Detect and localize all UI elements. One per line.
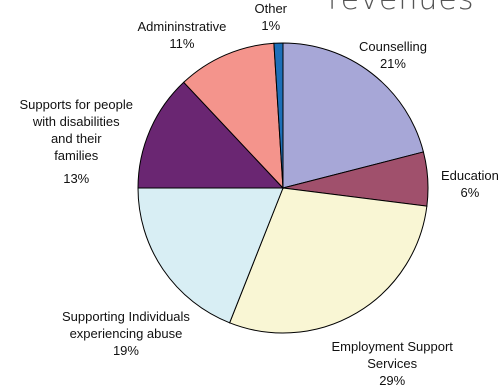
slice-label-text: Employment Support bbox=[331, 339, 453, 354]
pie-slice-other bbox=[273, 42, 284, 189]
pie-slice-admininstrative bbox=[183, 42, 284, 190]
pie-slice-counselling bbox=[282, 42, 425, 189]
slice-label: Admininstrative 11% bbox=[138, 18, 227, 52]
slice-percent: 6% bbox=[460, 185, 480, 200]
slice-label-text: Supporting Individuals bbox=[62, 309, 190, 324]
slice-label-text: families bbox=[54, 148, 99, 163]
slice-percent: 29% bbox=[379, 373, 406, 388]
slice-label-text: Services bbox=[367, 356, 418, 371]
slice-percent: 21% bbox=[379, 56, 406, 71]
slice-label: Supports for people with disabilities and … bbox=[20, 96, 133, 187]
slice-label: Counselling 21% bbox=[359, 38, 427, 72]
slice-label-text: experiencing abuse bbox=[69, 326, 183, 341]
slice-label-text: Supports for people bbox=[19, 97, 133, 112]
chart-title: revenues bbox=[328, 0, 474, 17]
slice-percent: 1% bbox=[261, 18, 281, 33]
slice-label: Other 1% bbox=[255, 0, 288, 34]
slice-label-text: and their bbox=[50, 131, 102, 146]
slice-label-text: Education bbox=[441, 168, 499, 183]
pie-slice-supports-for-people-with-disabilities-and-their-families bbox=[137, 81, 285, 189]
slice-label-text: Admininstrative bbox=[137, 19, 227, 34]
pie-slice-employment-support-services bbox=[228, 187, 428, 334]
slice-label-text: Counselling bbox=[359, 39, 427, 54]
pie-slice-supporting-individuals-experiencing-abuse bbox=[137, 187, 284, 324]
slice-percent: 13% bbox=[63, 171, 90, 186]
slice-label-text: Other bbox=[254, 1, 288, 16]
slice-label: Supporting Individuals experiencing abuse… bbox=[62, 308, 190, 359]
slice-label: Employment Support Services 29% bbox=[332, 338, 453, 389]
slice-label-text: with disabilities bbox=[32, 114, 120, 129]
slice-percent: 19% bbox=[112, 343, 139, 358]
slice-label: Education 6% bbox=[441, 167, 499, 201]
slice-percent: 11% bbox=[169, 36, 195, 51]
